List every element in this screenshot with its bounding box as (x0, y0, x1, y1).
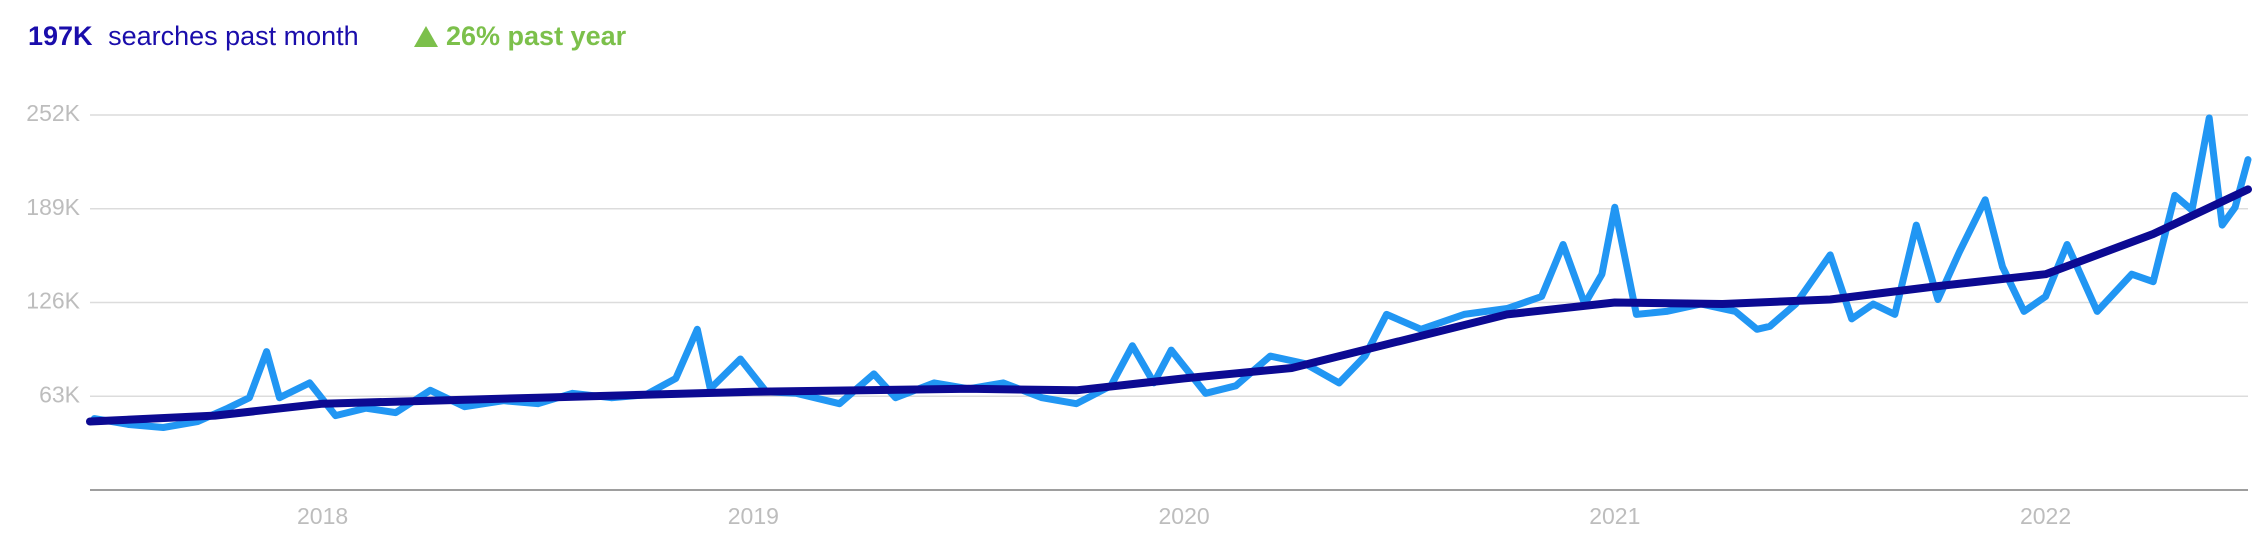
x-tick-label: 2021 (1589, 503, 1640, 529)
series-line (90, 114, 2252, 431)
annotation: 26% past year (446, 21, 627, 51)
x-tick-label: 2018 (297, 503, 348, 529)
up-arrow (414, 26, 438, 47)
headline: 197K searches past month (28, 21, 359, 51)
x-tick-label: 2019 (728, 503, 779, 529)
y-tick-label: 189K (26, 194, 80, 220)
x-tick-label: 2022 (2020, 503, 2071, 529)
series-line (86, 185, 2252, 426)
y-tick-label: 63K (39, 381, 81, 407)
chart-title: searches past month (108, 21, 359, 51)
y-tick-label: 126K (26, 288, 80, 314)
x-tick-label: 2020 (1158, 503, 1209, 529)
headline-value: 197K (28, 21, 93, 51)
y-tick-label: 252K (26, 100, 80, 126)
